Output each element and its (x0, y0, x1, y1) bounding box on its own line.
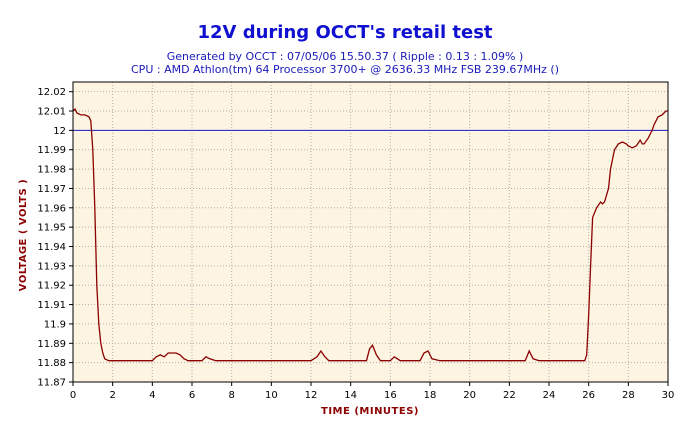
x-tick-label: 24 (543, 390, 556, 401)
x-tick-label: 12 (305, 390, 318, 401)
y-tick-label: 11.99 (37, 145, 66, 156)
y-tick-label: 11.94 (37, 242, 66, 253)
y-axis-label: VOLTAGE ( VOLTS ) (18, 179, 29, 292)
y-tick-label: 11.93 (37, 261, 66, 272)
x-axis-ticks: 0 2 4 6 8 10 12 14 16 18 20 22 24 26 28 30 (70, 382, 675, 401)
x-tick-label: 10 (265, 390, 278, 401)
y-tick-label: 11.96 (37, 203, 66, 214)
x-tick-label: 22 (503, 390, 516, 401)
x-tick-label: 16 (384, 390, 397, 401)
y-tick-label: 12 (53, 126, 66, 137)
x-tick-label: 30 (662, 390, 675, 401)
series-line-12v (72, 108, 668, 362)
y-tick-label: 11.95 (37, 223, 66, 234)
chart-subtitle-cpu: CPU : AMD Athlon(tm) 64 Processor 3700+ … (131, 63, 559, 76)
plot-area (72, 81, 669, 383)
y-tick-label: 11.88 (37, 358, 66, 369)
y-tick-label: 11.92 (37, 281, 66, 292)
x-tick-label: 20 (463, 390, 476, 401)
x-axis-label: TIME (MINUTES) (321, 406, 419, 417)
y-tick-label: 11.9 (44, 319, 66, 330)
x-tick-label: 8 (228, 390, 234, 401)
x-tick-label: 2 (109, 390, 115, 401)
chart-title: 12V during OCCT's retail test (197, 22, 492, 43)
x-tick-label: 26 (582, 390, 595, 401)
chart-subtitle-generated: Generated by OCCT : 07/05/06 15.50.37 ( … (167, 50, 524, 63)
x-tick-label: 14 (344, 390, 357, 401)
y-tick-label: 11.87 (37, 378, 66, 389)
x-tick-label: 6 (189, 390, 195, 401)
y-axis-ticks: 11.87 11.88 11.89 11.9 11.91 11.92 11.93 11.94 1… (37, 87, 73, 389)
x-tick-label: 0 (70, 390, 76, 401)
x-tick-label: 18 (424, 390, 437, 401)
y-tick-label: 12.02 (37, 87, 66, 98)
y-tick-label: 11.97 (37, 184, 66, 195)
y-tick-label: 11.91 (37, 300, 66, 311)
y-tick-label: 11.98 (37, 165, 66, 176)
y-tick-label: 11.89 (37, 339, 66, 350)
plot-border (72, 81, 669, 383)
x-tick-label: 4 (149, 390, 155, 401)
x-tick-label: 28 (622, 390, 635, 401)
y-tick-label: 12.01 (37, 107, 66, 118)
